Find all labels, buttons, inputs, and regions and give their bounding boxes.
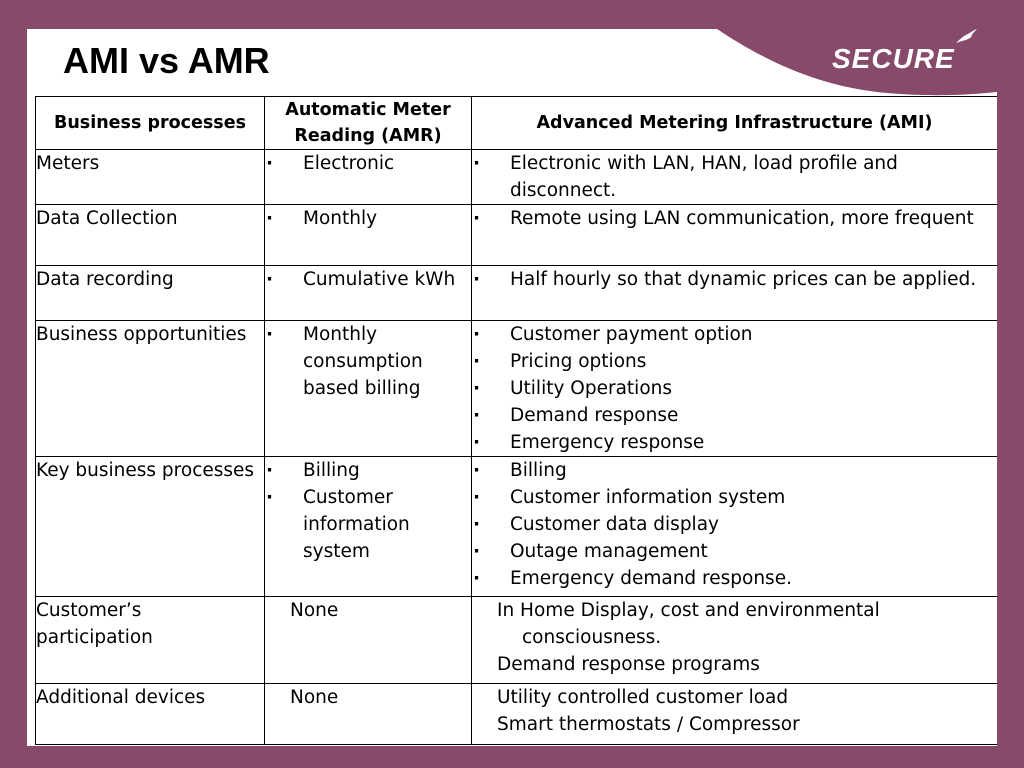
cell-ami: Remote using LAN communication, more fre…: [471, 204, 997, 266]
table-row: Meters Electronic Electronic with LAN, H…: [35, 149, 997, 205]
list-item: Emergency demand response.: [472, 565, 997, 592]
cell-ami: Utility controlled customer load Smart t…: [471, 683, 997, 745]
cell-ami: Electronic with LAN, HAN, load profile a…: [471, 149, 997, 205]
list-item: Electronic: [265, 150, 471, 177]
cell-amr: None: [264, 683, 472, 745]
list-item: Billing: [472, 457, 997, 484]
table-row: Data recording Cumulative kWh Half hourl…: [35, 265, 997, 321]
header-amr: Automatic Meter Reading (AMR): [264, 96, 472, 150]
cell-amr: Monthly: [264, 204, 472, 266]
list-item: Pricing options: [472, 348, 997, 375]
cell-process: Customer’s participation: [35, 596, 265, 684]
list-item: Customer information system: [265, 484, 471, 565]
cell-amr: Billing Customer information system: [264, 456, 472, 597]
list-item: Billing: [265, 457, 471, 484]
table-row: Data Collection Monthly Remote using LAN…: [35, 204, 997, 266]
list-item: Electronic with LAN, HAN, load profile a…: [472, 150, 997, 204]
cell-ami: In Home Display, cost and environmental …: [471, 596, 997, 684]
secure-logo: SECURE: [832, 29, 992, 74]
list-item: Outage management: [472, 538, 997, 565]
list-item: Customer information system: [472, 484, 997, 511]
cell-amr: Monthly consumption based billing: [264, 320, 472, 457]
amr-value: None: [290, 687, 339, 708]
list-item: Half hourly so that dynamic prices can b…: [472, 266, 997, 293]
cell-process: Data recording: [35, 265, 265, 321]
logo-text: SECURE: [832, 43, 955, 74]
table-row: Business opportunities Monthly consumpti…: [35, 320, 997, 457]
list-item: Remote using LAN communication, more fre…: [472, 205, 997, 232]
cell-process: Business opportunities: [35, 320, 265, 457]
table-row: Additional devices None Utility controll…: [35, 683, 997, 745]
list-item: Customer payment option: [472, 321, 997, 348]
cell-ami: Customer payment option Pricing options …: [471, 320, 997, 457]
ami-line: Smart thermostats / Compressor: [497, 714, 800, 735]
cell-amr: Cumulative kWh: [264, 265, 472, 321]
cell-amr: Electronic: [264, 149, 472, 205]
cell-process: Meters: [35, 149, 265, 205]
cell-process: Data Collection: [35, 204, 265, 266]
table-row: Key business processes Billing Customer …: [35, 456, 997, 597]
ami-line: In Home Display, cost and environmental …: [472, 597, 997, 651]
header-swoosh: [717, 29, 997, 96]
cell-ami: Half hourly so that dynamic prices can b…: [471, 265, 997, 321]
comparison-table: Business processes Automatic Meter Readi…: [35, 96, 997, 745]
table-header-row: Business processes Automatic Meter Readi…: [35, 96, 997, 150]
slide-title: AMI vs AMR: [63, 40, 270, 81]
ami-line: Demand response programs: [497, 654, 760, 675]
list-item: Monthly: [265, 205, 471, 232]
list-item: Emergency response: [472, 429, 997, 456]
amr-value: None: [290, 600, 339, 621]
cell-process: Key business processes: [35, 456, 265, 597]
cell-ami: Billing Customer information system Cust…: [471, 456, 997, 597]
cell-amr: None: [264, 596, 472, 684]
list-item: Demand response: [472, 402, 997, 429]
header-business-processes: Business processes: [35, 96, 265, 150]
list-item: Monthly consumption based billing: [265, 321, 471, 402]
ami-line-text: In Home Display, cost and environmental …: [497, 600, 880, 648]
list-item: Customer data display: [472, 511, 997, 538]
bird-icon: [956, 29, 977, 43]
slide: AMI vs AMR SECURE Business processes Aut…: [27, 29, 997, 746]
cell-process: Additional devices: [35, 683, 265, 745]
list-item: Cumulative kWh: [265, 266, 471, 293]
list-item: Utility Operations: [472, 375, 997, 402]
table-row: Customer’s participation None In Home Di…: [35, 596, 997, 684]
ami-line: Utility controlled customer load: [497, 687, 789, 708]
header-ami: Advanced Metering Infrastructure (AMI): [471, 96, 997, 150]
